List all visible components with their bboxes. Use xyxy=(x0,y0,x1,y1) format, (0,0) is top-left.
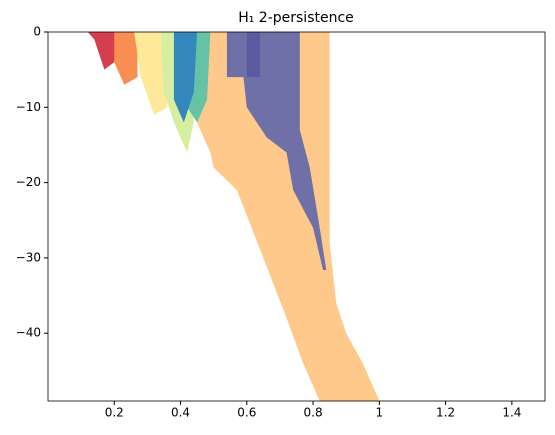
x-tick-label: 0.4 xyxy=(171,406,190,420)
y-tick-label: −20 xyxy=(16,175,41,189)
region xyxy=(87,32,121,70)
y-tick-label: −40 xyxy=(16,326,41,340)
y-tick-label: −30 xyxy=(16,250,41,264)
region xyxy=(134,32,168,115)
y-tick-label: 0 xyxy=(33,25,41,39)
x-tick-label: 0.2 xyxy=(105,406,124,420)
region xyxy=(197,32,380,401)
x-tick-label: 1 xyxy=(376,406,384,420)
y-tick-label: −10 xyxy=(16,100,41,114)
x-tick-label: 0.6 xyxy=(237,406,256,420)
region xyxy=(173,32,198,123)
region xyxy=(226,32,327,270)
chart-title: H₁ 2-persistence xyxy=(238,10,354,26)
region xyxy=(246,32,261,78)
plot-frame xyxy=(47,31,546,402)
region xyxy=(114,32,138,85)
x-tick-label: 1.2 xyxy=(436,406,455,420)
x-tick-label: 0.8 xyxy=(304,406,323,420)
x-tick-label: 1.4 xyxy=(502,406,521,420)
